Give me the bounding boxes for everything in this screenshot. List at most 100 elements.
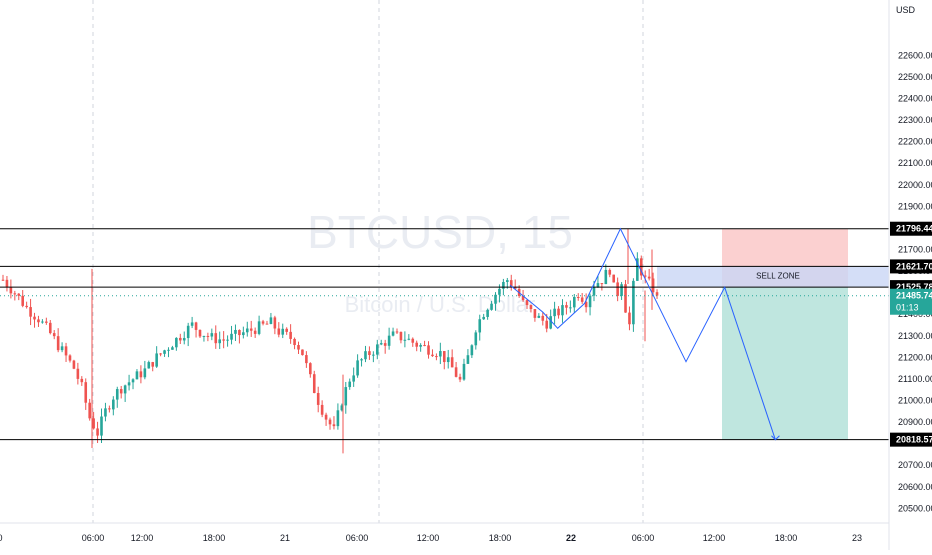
candle-body xyxy=(253,330,257,334)
projection-path[interactable] xyxy=(509,227,780,441)
candle-body xyxy=(163,350,166,354)
candle-body xyxy=(328,419,332,425)
candle-body xyxy=(486,309,489,317)
price-tick-label: 20500.00 xyxy=(898,503,932,513)
candle-body xyxy=(344,387,348,406)
candle-body xyxy=(470,345,474,356)
time-tick-label: 23 xyxy=(852,533,862,543)
candle-body xyxy=(277,328,281,335)
candle-body xyxy=(41,321,44,323)
candle-body xyxy=(265,323,269,325)
candle-body xyxy=(553,308,556,317)
candle-body xyxy=(541,315,545,321)
candle-body xyxy=(312,374,316,394)
candle-body xyxy=(108,408,111,410)
candle-body xyxy=(549,316,552,329)
candle-body xyxy=(210,333,214,337)
price-tags: 21796.44 21621.70 21525.78 20818.57 21485.74… xyxy=(890,221,932,447)
candle-body xyxy=(419,345,422,347)
candle-body xyxy=(186,325,190,339)
projection-line[interactable] xyxy=(509,227,776,440)
candle-body xyxy=(368,351,371,356)
candle-body xyxy=(395,331,399,333)
candle-body xyxy=(513,286,517,289)
time-axis[interactable]: 0 06:00 12:00 18:00 21 06:00 12:00 18:00 22 06:00… xyxy=(0,533,862,543)
candle-body xyxy=(297,345,300,350)
candle-body xyxy=(454,367,458,377)
candle-body xyxy=(576,296,580,298)
candle-body xyxy=(218,339,221,344)
candle-body xyxy=(309,363,312,375)
candle-body xyxy=(458,376,462,380)
candle-body xyxy=(372,354,375,356)
price-tick-label: 22300.00 xyxy=(898,115,932,125)
candle-body xyxy=(72,360,76,369)
candle-body xyxy=(604,269,608,285)
candle-body xyxy=(230,333,233,340)
candle-body xyxy=(167,349,170,351)
time-tick-label: 06:00 xyxy=(632,533,655,543)
current-price-tag xyxy=(890,288,932,315)
candle-body xyxy=(620,284,623,296)
price-tick-label: 20900.00 xyxy=(898,417,932,427)
time-tick-label: 12:00 xyxy=(417,533,440,543)
candle-body xyxy=(490,303,493,310)
candle-body xyxy=(305,355,308,364)
candle-body xyxy=(320,404,324,415)
candle-body xyxy=(502,281,505,289)
candle-body xyxy=(340,405,344,411)
sell-zone-label: SELL ZONE xyxy=(756,271,800,280)
symbol-watermark: BTCUSD, 15 xyxy=(307,206,573,258)
time-tick-label: 18:00 xyxy=(775,533,798,543)
candle-body xyxy=(521,295,525,301)
level-price-tag-text: 21796.44 xyxy=(896,224,932,234)
candle-body xyxy=(56,336,60,351)
time-tick-label: 22 xyxy=(566,533,576,543)
candle-body xyxy=(206,335,210,337)
candle-body xyxy=(234,329,237,334)
candle-body xyxy=(360,359,363,361)
levels xyxy=(0,228,889,441)
grid xyxy=(92,0,644,523)
candle-body xyxy=(127,382,131,386)
candle-body xyxy=(348,381,352,388)
candle-body xyxy=(525,300,529,306)
candle-body xyxy=(482,316,485,320)
sell-zone-box[interactable] xyxy=(657,266,889,288)
candle-body xyxy=(5,279,9,288)
candle-body xyxy=(45,321,48,323)
candle-body xyxy=(407,338,411,340)
current-price-tag-text: 21485.74 xyxy=(896,291,932,301)
candle-body xyxy=(628,312,631,325)
candle-body xyxy=(112,399,115,410)
candle-body xyxy=(435,356,438,358)
candle-body xyxy=(115,389,119,400)
candle-body xyxy=(561,305,564,316)
candle-body xyxy=(257,321,261,334)
price-tick-label: 22200.00 xyxy=(898,137,932,147)
candle-body xyxy=(68,355,72,361)
candle-body xyxy=(52,333,56,337)
candle-body xyxy=(478,319,482,333)
candle-body xyxy=(411,338,415,343)
candle-body xyxy=(293,338,296,346)
time-tick-label: 18:00 xyxy=(489,533,512,543)
candle-body xyxy=(632,280,635,325)
candle-body xyxy=(379,343,383,345)
candle-body xyxy=(261,321,265,324)
candle-body xyxy=(655,292,659,296)
candle-body xyxy=(616,282,619,296)
candle-body xyxy=(557,308,560,316)
candle-body xyxy=(143,368,147,378)
candle-body xyxy=(33,316,36,320)
candle-body xyxy=(573,296,576,308)
price-tick-label: 22100.00 xyxy=(898,158,932,168)
candle-body xyxy=(273,317,277,329)
candle-body xyxy=(596,283,600,288)
candle-body xyxy=(592,287,596,296)
candle-body xyxy=(529,305,533,310)
candle-body xyxy=(64,346,68,356)
time-tick-label: 18:00 xyxy=(203,533,226,543)
